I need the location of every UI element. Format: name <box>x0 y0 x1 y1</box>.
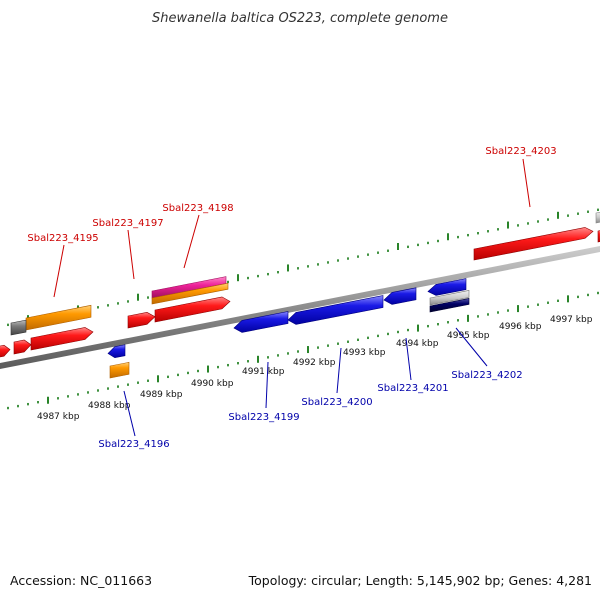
gene-label-4203[interactable]: Sbal223_4203 <box>485 146 556 157</box>
gene-label-4202[interactable]: Sbal223_4202 <box>451 370 522 381</box>
gene-label-4201[interactable]: Sbal223_4201 <box>377 383 448 394</box>
callout-line-4199 <box>265 361 269 409</box>
callout-line-4195 <box>53 244 65 298</box>
gene-feature-small <box>13 339 32 355</box>
tick-label: 4987 kbp <box>37 412 80 422</box>
gene-label-4199[interactable]: Sbal223_4199 <box>228 412 299 423</box>
tick-label: 4992 kbp <box>293 358 336 368</box>
gene-feature-left-edge <box>0 344 11 358</box>
callout-line-4202 <box>455 327 488 367</box>
callout-line-4197 <box>127 229 135 280</box>
gene-feature-4203 <box>473 227 594 261</box>
gene-label-4197[interactable]: Sbal223_4197 <box>92 218 163 229</box>
gene-feature-4195-orange <box>25 304 92 331</box>
tick-label: 4988 kbp <box>88 401 131 411</box>
callout-line-4200 <box>336 347 342 394</box>
gene-label-4198[interactable]: Sbal223_4198 <box>162 203 233 214</box>
tick-label: 4993 kbp <box>343 348 386 358</box>
tick-labels: 4987 kbp 4988 kbp 4989 kbp 4990 kbp 4991 kbp… <box>37 315 593 422</box>
genome-summary-text: Topology: circular; Length: 5,145,902 bp… <box>248 573 592 588</box>
tick-label: 4989 kbp <box>140 390 183 400</box>
gene-feature-edge-gray <box>595 211 600 224</box>
gene-features <box>0 211 600 379</box>
callout-line-4198 <box>183 214 200 269</box>
gene-callouts: Sbal223_4195 Sbal223_4196 Sbal223_4197 Sbal… <box>27 146 556 450</box>
tick-label: 4996 kbp <box>499 322 542 332</box>
callout-line-4201 <box>405 337 412 381</box>
gene-feature-4202-gray <box>429 290 470 306</box>
gene-feature-gray <box>10 319 27 336</box>
gene-label-4200[interactable]: Sbal223_4200 <box>301 397 372 408</box>
page-title: Shewanella baltica OS223, complete genom… <box>152 11 448 26</box>
gene-feature-4202-navy <box>429 298 470 313</box>
gene-feature-4202 <box>427 278 467 296</box>
tick-label: 4990 kbp <box>191 379 234 389</box>
lower-tick-track <box>7 291 599 410</box>
accession-text: Accession: NC_011663 <box>10 573 152 588</box>
gene-feature-4197 <box>127 311 156 329</box>
gene-feature-4196-orange <box>109 361 130 379</box>
tick-label: 4995 kbp <box>447 331 490 341</box>
gene-label-4195[interactable]: Sbal223_4195 <box>27 233 98 244</box>
callout-line-4203 <box>522 158 531 208</box>
gene-label-4196[interactable]: Sbal223_4196 <box>98 439 169 450</box>
gene-feature-4198 <box>154 296 231 323</box>
gene-feature-4199 <box>233 311 289 333</box>
tick-label: 4997 kbp <box>550 315 593 325</box>
gene-feature-4195 <box>30 327 94 351</box>
gene-feature-4196 <box>107 344 126 359</box>
tick-label: 4994 kbp <box>396 339 439 349</box>
genome-backbone <box>0 245 600 370</box>
gene-feature-4198-orange <box>151 282 229 305</box>
tick-label: 4991 kbp <box>242 367 285 377</box>
gene-feature-4200 <box>287 295 384 325</box>
gene-feature-4201 <box>383 287 417 305</box>
callout-line-4196 <box>123 390 136 437</box>
